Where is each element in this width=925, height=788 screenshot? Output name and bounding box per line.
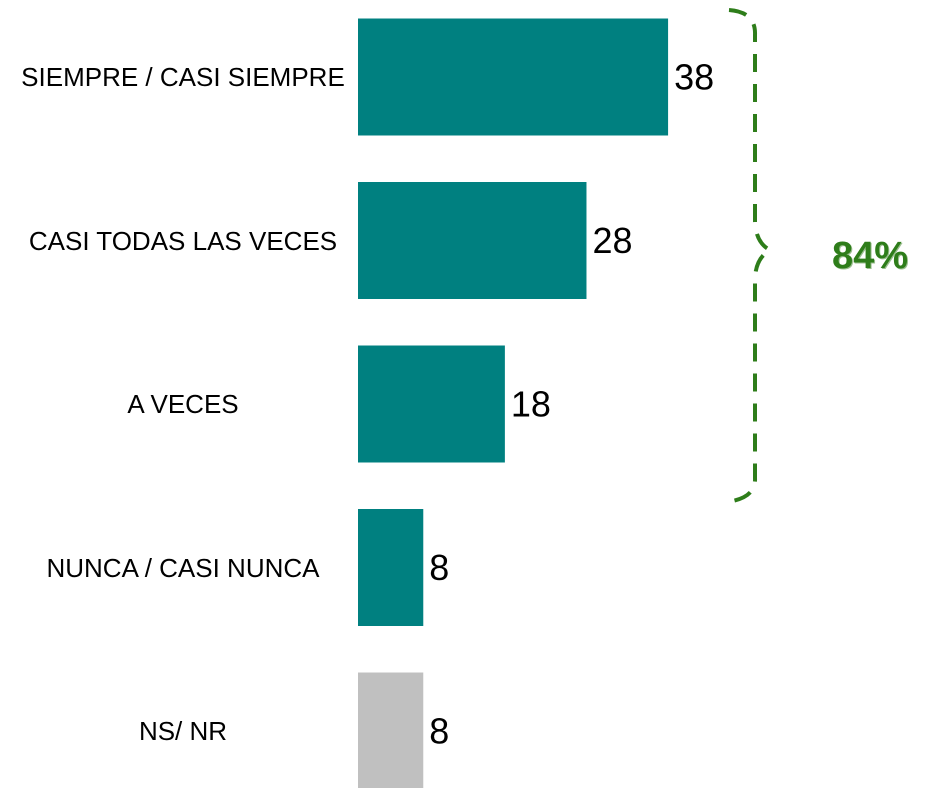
category-label: SIEMPRE / CASI SIEMPRE <box>21 62 345 92</box>
value-label: 18 <box>511 384 551 425</box>
category-label: CASI TODAS LAS VECES <box>28 225 338 256</box>
bar <box>358 182 587 299</box>
category-label: NUNCA / CASI NUNCA <box>46 552 320 583</box>
bar <box>358 509 424 626</box>
value-label: 28 <box>592 220 632 261</box>
value-label: 38 <box>674 57 714 98</box>
value-label: 8 <box>429 711 449 752</box>
category-label: A VECES <box>127 389 239 419</box>
bar <box>358 672 424 788</box>
value-label: 8 <box>429 547 449 588</box>
annotation: 84% <box>832 235 908 277</box>
bracket <box>726 8 775 504</box>
bar <box>358 18 669 136</box>
category-label: NS/ NR <box>138 716 228 746</box>
bar <box>358 345 505 463</box>
